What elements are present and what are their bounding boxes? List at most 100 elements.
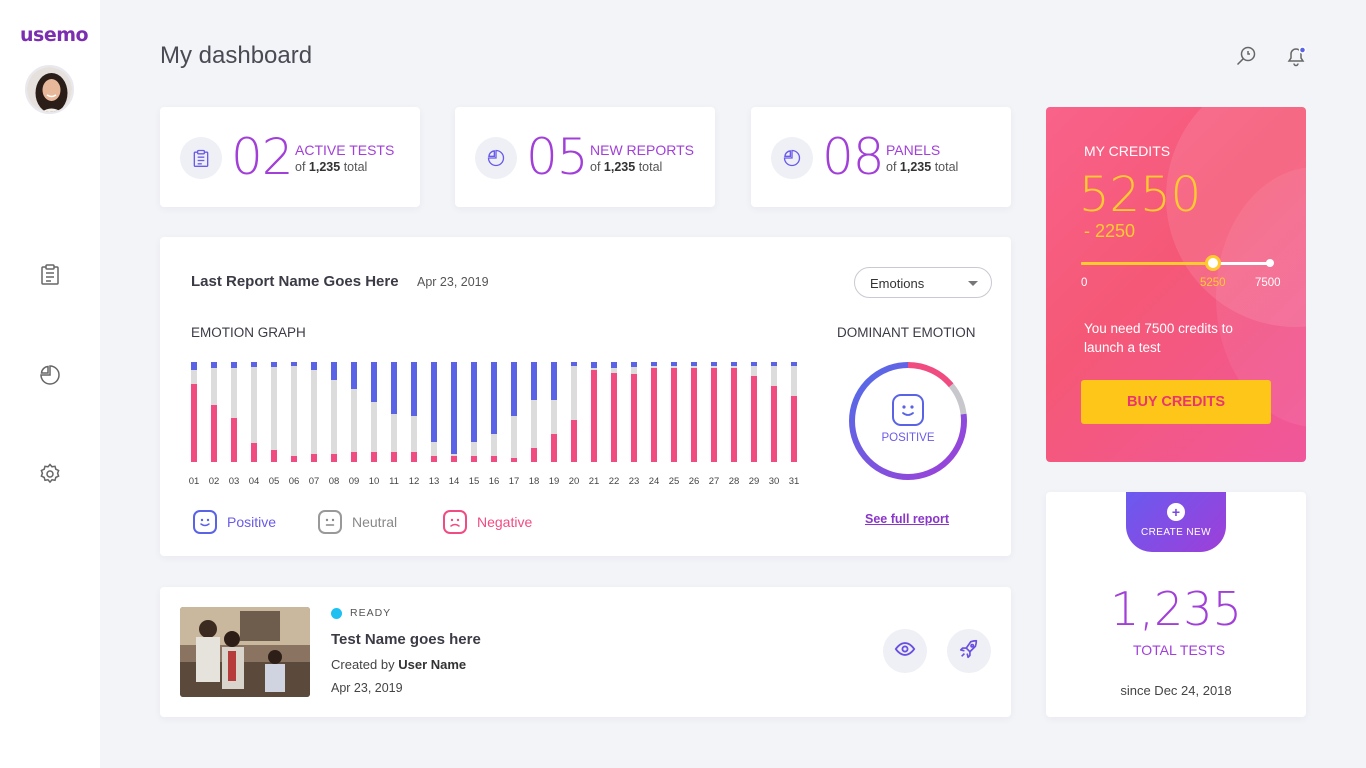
bar-segment-neutral — [331, 380, 337, 454]
stat-sub-suffix: total — [638, 160, 663, 174]
test-thumbnail[interactable] — [180, 607, 310, 697]
test-item-card[interactable]: Ready Test Name goes here Created by Use… — [160, 587, 1011, 717]
bar-segment-neutral — [451, 454, 457, 456]
legend-negative: Negative — [443, 510, 532, 534]
bar-segment-positive — [651, 362, 657, 366]
bar-segment-neutral — [491, 434, 497, 456]
credits-value: 5250 — [1079, 167, 1202, 223]
bar-segment-negative — [791, 396, 797, 462]
bar-segment-negative — [611, 373, 617, 462]
bar-segment-neutral — [631, 367, 637, 374]
bar-segment-neutral — [371, 402, 377, 452]
stat-card-active-tests[interactable]: 02 Active tests of 1,235 total — [160, 107, 420, 207]
stat-number: 02 — [231, 128, 294, 186]
buy-credits-button[interactable]: Buy credits — [1081, 380, 1271, 424]
x-tick-label: 02 — [209, 476, 220, 487]
stat-sub-prefix: of — [590, 160, 601, 174]
credits-slider-handle[interactable] — [1205, 255, 1222, 271]
create-new-button[interactable]: + Create new — [1126, 492, 1226, 552]
bar-segment-positive — [771, 362, 777, 366]
test-created-by: Created by User Name — [331, 657, 466, 672]
bar-segment-positive — [431, 362, 437, 442]
bar-segment-negative — [571, 420, 577, 462]
pie-chart-icon[interactable] — [38, 363, 62, 387]
bar-segment-positive — [691, 362, 697, 366]
bar-segment-negative — [651, 368, 657, 462]
bell-icon[interactable] — [1284, 44, 1308, 68]
app-logo[interactable]: usemo — [20, 24, 89, 46]
bar-segment-neutral — [751, 366, 757, 376]
bar-segment-neutral — [591, 368, 597, 370]
x-tick-label: 16 — [489, 476, 500, 487]
launch-button[interactable] — [947, 629, 991, 673]
x-tick-label: 24 — [649, 476, 660, 487]
stat-subtext: of 1,235 total — [590, 160, 662, 174]
legend-label: Negative — [477, 514, 533, 530]
bar-segment-neutral — [431, 442, 437, 456]
x-tick-label: 29 — [749, 476, 760, 487]
total-tests-card: + Create new 1,235 Total tests since Dec… — [1046, 492, 1306, 717]
chevron-down-icon — [968, 281, 978, 286]
bar-segment-positive — [531, 362, 537, 400]
search-icon[interactable] — [1234, 44, 1258, 68]
legend-label: Positive — [227, 514, 277, 530]
credits-delta: - 2250 — [1084, 221, 1136, 241]
ring-segment-positive — [849, 362, 967, 480]
pie-chart-icon — [475, 137, 517, 179]
credits-slider[interactable] — [1081, 255, 1274, 271]
stat-label: Panels — [886, 142, 941, 158]
bar-segment-negative — [771, 386, 777, 462]
bar-segment-neutral — [211, 368, 217, 405]
bar-segment-positive — [611, 362, 617, 368]
credits-card: My credits 5250 - 2250 0 5250 7500 You n… — [1046, 107, 1306, 462]
total-tests-number: 1,235 — [1110, 582, 1242, 636]
bar-segment-negative — [671, 368, 677, 462]
x-tick-label: 28 — [729, 476, 740, 487]
bar-segment-negative — [631, 374, 637, 462]
stat-subtext: of 1,235 total — [295, 160, 367, 174]
bar-segment-positive — [591, 362, 597, 368]
stat-sub-prefix: of — [886, 160, 897, 174]
page-title: My dashboard — [160, 42, 313, 69]
dropdown-value: Emotions — [870, 276, 925, 291]
slider-min-label: 0 — [1081, 277, 1088, 289]
bar-segment-positive — [711, 362, 717, 366]
created-prefix: Created by — [331, 657, 395, 672]
bar-segment-negative — [751, 376, 757, 462]
x-tick-label: 08 — [329, 476, 340, 487]
bar-segment-neutral — [311, 370, 317, 454]
bar-segment-negative — [431, 456, 437, 462]
bar-segment-negative — [591, 370, 597, 462]
bar-segment-positive — [471, 362, 477, 442]
bar-segment-positive — [391, 362, 397, 414]
x-tick-label: 14 — [449, 476, 460, 487]
bar-segment-neutral — [531, 400, 537, 448]
stat-card-panels[interactable]: 08 Panels of 1,235 total — [751, 107, 1011, 207]
bar-segment-negative — [471, 456, 477, 462]
gear-icon[interactable] — [38, 462, 62, 486]
report-date: Apr 23, 2019 — [417, 275, 489, 289]
clipboard-icon[interactable] — [38, 262, 62, 286]
bar-segment-neutral — [251, 367, 257, 443]
bar-segment-negative — [511, 458, 517, 462]
bar-segment-positive — [751, 362, 757, 366]
x-tick-label: 30 — [769, 476, 780, 487]
see-full-report-link[interactable]: See full report — [865, 512, 950, 526]
user-avatar[interactable] — [25, 65, 74, 114]
metric-dropdown[interactable]: Emotions — [854, 267, 992, 298]
emotion-graph-heading: EMOTION GRAPH — [191, 325, 306, 340]
bar-segment-neutral — [711, 366, 717, 368]
view-button[interactable] — [883, 629, 927, 673]
x-tick-label: 18 — [529, 476, 540, 487]
bar-segment-positive — [271, 362, 277, 367]
x-tick-label: 01 — [189, 476, 200, 487]
stat-label: Active tests — [295, 142, 395, 158]
test-date: Apr 23, 2019 — [331, 681, 403, 695]
x-tick-label: 11 — [389, 476, 399, 487]
stat-sub-value: 1,235 — [899, 160, 932, 174]
test-name[interactable]: Test Name goes here — [331, 631, 481, 648]
credits-slider-end — [1266, 259, 1274, 267]
stat-card-new-reports[interactable]: 05 New reports of 1,235 total — [455, 107, 715, 207]
bar-segment-negative — [391, 452, 397, 462]
bar-segment-negative — [371, 452, 377, 462]
